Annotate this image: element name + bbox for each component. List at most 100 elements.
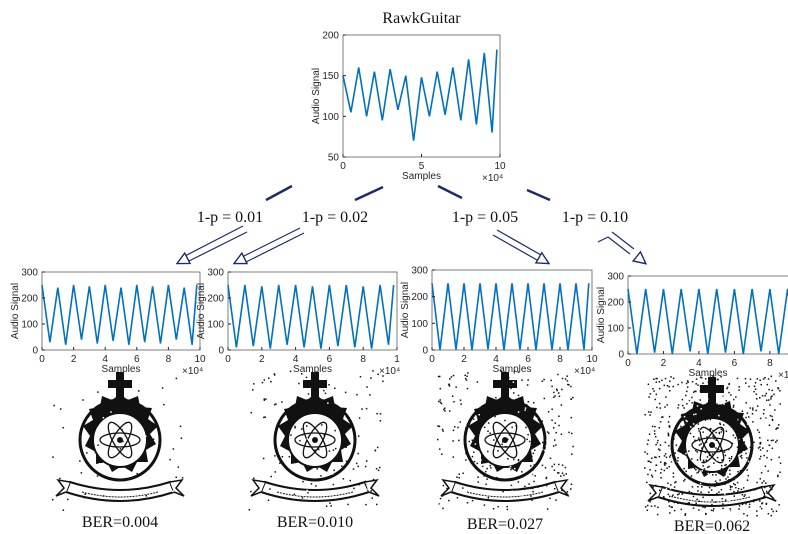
noise-pixel [754,376,756,378]
noise-pixel [464,386,467,388]
noise-pixel [688,399,691,402]
noise-pixel [718,389,721,392]
noise-pixel [697,421,699,423]
noise-pixel [544,467,547,469]
noise-pixel [728,478,730,481]
noise-pixel [451,395,454,397]
emblem-image [437,370,574,511]
noise-pixel [533,473,535,476]
noise-pixel [521,495,524,498]
noise-pixel [655,456,657,459]
noise-pixel [755,398,758,400]
noise-pixel [657,506,659,509]
noise-pixel [655,381,658,383]
noise-pixel [763,480,765,482]
noise-pixel [655,464,658,466]
y-tick-label: 100 [607,324,624,335]
noise-pixel [654,456,656,458]
noise-pixel [658,426,661,429]
noise-pixel [716,417,718,419]
noise-pixel [730,456,733,458]
noise-pixel [440,402,443,405]
noise-pixel [763,495,765,498]
noise-pixel [680,400,682,403]
noise-pixel [274,455,276,457]
noise-pixel [736,434,738,437]
noise-pixel [294,425,296,428]
noise-pixel [261,381,264,384]
noise-pixel [561,388,563,391]
noise-pixel [647,460,650,463]
noise-pixel [332,449,335,451]
noise-pixel [656,513,659,516]
noise-pixel [745,480,748,483]
noise-pixel [349,420,352,423]
noise-pixel [269,488,271,490]
noise-pixel [570,398,573,400]
noise-pixel [701,486,703,488]
noise-pixel [698,509,700,511]
noise-pixel [677,404,680,406]
noise-pixel [697,423,700,425]
noise-pixel [171,385,173,388]
y-tick-label: 150 [322,71,339,82]
noise-pixel [315,485,317,487]
noise-pixel [708,486,711,489]
noise-pixel [366,386,368,388]
noise-pixel [247,487,249,489]
noise-pixel [774,500,777,502]
noise-pixel [680,387,682,390]
noise-pixel [656,384,659,386]
noise-pixel [465,427,467,429]
noise-pixel [716,459,718,461]
noise-pixel [668,465,670,468]
noise-pixel [558,424,560,427]
noise-pixel [333,469,335,472]
noise-pixel [357,457,359,460]
noise-pixel [722,378,724,381]
noise-pixel [446,487,448,490]
noise-pixel [736,446,739,448]
noise-pixel [570,432,573,435]
noise-pixel [727,487,729,490]
noise-pixel [568,494,571,496]
noise-pixel [138,390,140,392]
noise-pixel [339,449,341,451]
noise-pixel [496,388,498,390]
y-tick-label: 300 [21,268,38,279]
noise-pixel [498,439,501,441]
noise-pixel [749,407,752,409]
noise-pixel [356,393,358,396]
noise-pixel [321,424,323,426]
noise-pixel [683,407,685,409]
noise-pixel [549,457,552,460]
plot-area [41,271,201,351]
noise-pixel [697,384,699,386]
noise-pixel [648,396,650,398]
noise-pixel [443,472,445,475]
noise-pixel [676,394,679,396]
noise-pixel [444,410,446,412]
noise-pixel [717,448,720,451]
noise-pixel [658,387,661,390]
noise-pixel [328,384,330,386]
noise-pixel [775,428,777,431]
noise-pixel [681,398,684,401]
noise-pixel [759,458,761,460]
noise-pixel [777,387,780,390]
noise-pixel [668,425,671,427]
noise-pixel [560,404,563,406]
noise-pixel [737,487,740,490]
noise-pixel [485,483,487,486]
noise-pixel [754,388,757,390]
y-axis-label: Audio Signal [400,282,411,338]
noise-pixel [471,439,473,442]
noise-pixel [557,373,559,376]
noise-pixel [749,378,752,380]
noise-pixel [648,411,650,413]
noise-pixel [755,409,757,412]
noise-pixel [521,471,523,473]
noise-pixel [511,490,513,492]
noise-pixel [145,495,148,497]
noise-pixel [453,401,455,403]
